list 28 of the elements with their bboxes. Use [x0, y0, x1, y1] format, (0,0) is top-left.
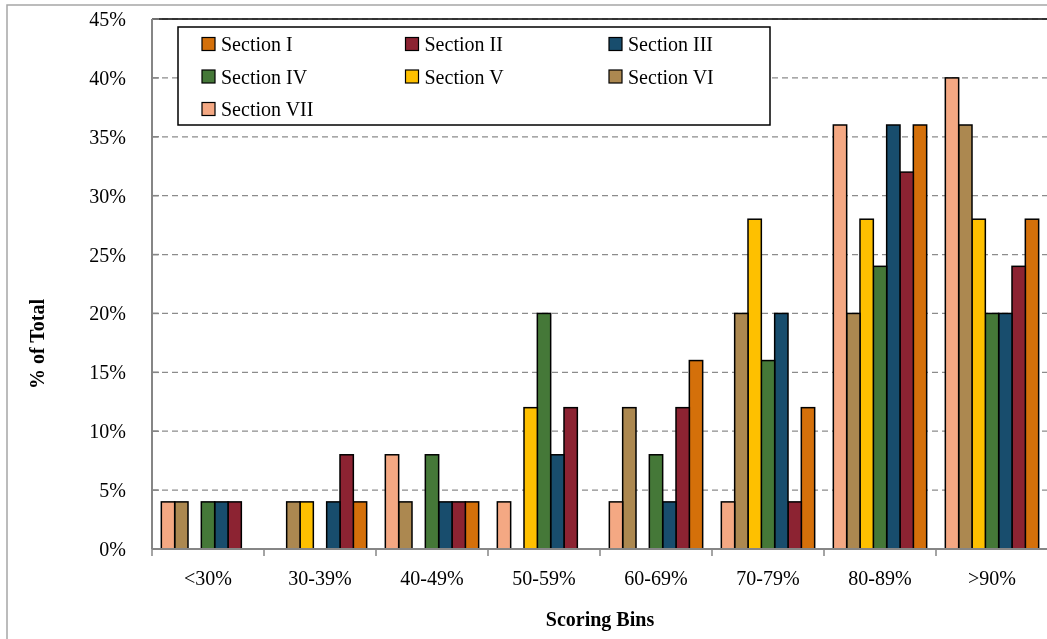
y-tick-label: 40% — [89, 66, 126, 89]
x-tick-label: 70-79% — [736, 567, 800, 589]
legend-label: Section VII — [221, 98, 314, 120]
x-tick-label: 80-89% — [848, 567, 912, 589]
x-tick-label: 50-59% — [512, 567, 576, 589]
y-tick-label: 35% — [89, 125, 126, 148]
x-tick-label: 30-39% — [288, 567, 352, 589]
y-tick-label: 20% — [89, 302, 126, 325]
y-tick-label: 5% — [99, 479, 126, 502]
x-tick-label: 40-49% — [400, 567, 464, 589]
legend-label: Section III — [628, 33, 713, 55]
y-tick-label: 30% — [89, 184, 126, 207]
legend-label: Section IV — [221, 65, 308, 88]
y-tick-label: 0% — [99, 538, 126, 560]
y-tick-label: 25% — [89, 243, 126, 266]
y-tick-label: 15% — [89, 361, 126, 384]
y-tick-label: 10% — [89, 420, 126, 443]
x-tick-label: <30% — [184, 567, 232, 589]
legend-label: Section II — [424, 33, 503, 55]
legend-label: Section V — [424, 65, 505, 88]
legend-label: Section I — [221, 33, 293, 55]
legend-label: Section VI — [628, 65, 714, 88]
x-tick-label: 60-69% — [624, 567, 688, 589]
y-tick-label: 45% — [89, 8, 126, 30]
x-axis-title: Scoring Bins — [545, 608, 655, 631]
x-tick-label: >90% — [968, 567, 1016, 589]
bar — [496, 501, 512, 550]
y-axis-title: % of Total — [26, 298, 48, 390]
